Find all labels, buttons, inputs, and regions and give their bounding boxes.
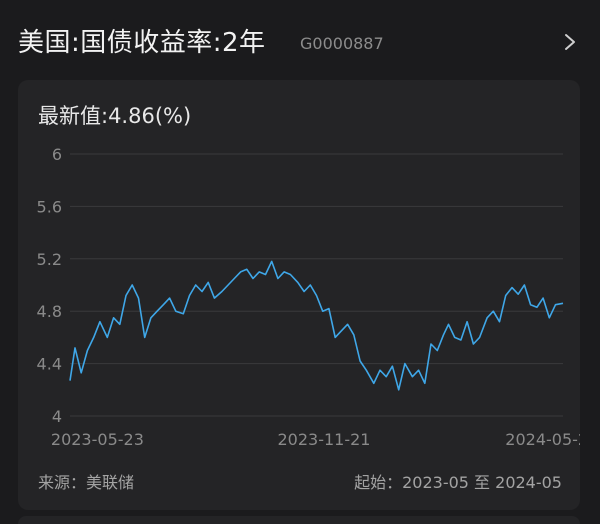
y-tick-label: 5.6 — [37, 197, 62, 216]
y-tick-label: 4.8 — [37, 302, 62, 321]
y-tick-label: 4.4 — [37, 355, 62, 374]
y-tick-label: 5.2 — [37, 250, 62, 269]
x-tick-label: 2023-11-21 — [277, 430, 370, 449]
latest-value: 最新值:4.86(%) — [38, 104, 192, 128]
line-chart: 6 5.6 5.2 4.8 4.4 4 2023-05-23 2023-11-21 2024-0… — [37, 145, 580, 449]
series-line — [69, 260, 564, 391]
x-tick-label: 2023-05-23 — [51, 430, 144, 449]
range-label: 起始： — [354, 473, 403, 492]
source-info: 来源：美联储 — [38, 469, 134, 493]
y-tick-label: 6 — [52, 145, 62, 164]
date-range: 起始：2023-05 至 2024-05 — [354, 469, 562, 493]
source-value: 美联储 — [86, 473, 135, 492]
header[interactable]: 美国:国债收益率:2年 G0000887 — [0, 0, 600, 80]
series-code: G0000887 — [300, 34, 384, 53]
source-label: 来源： — [38, 473, 87, 492]
page-title: 美国:国债收益率:2年 — [18, 28, 266, 58]
y-tick-label: 4 — [52, 407, 62, 426]
next-card-edge — [18, 516, 580, 524]
x-tick-label: 2024-05-22 — [505, 430, 580, 449]
chart-card: 最新值:4.86(%) 6 5.6 5.2 4.8 4.4 4 2023-05-23 2023… — [18, 80, 580, 510]
chevron-right-icon[interactable] — [560, 32, 580, 52]
range-value: 2023-05 至 2024-05 — [402, 473, 562, 492]
